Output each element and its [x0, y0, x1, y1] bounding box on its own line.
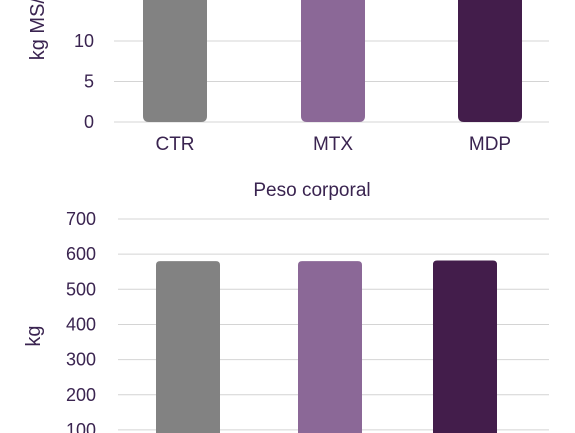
top-bar-ctr [143, 0, 207, 122]
bottom-y-tick-label: 200 [66, 385, 96, 405]
top-chart-categories: CTR MTX MDP [155, 134, 511, 155]
bottom-chart-y-ticks: 100 200 300 400 500 600 700 [66, 209, 96, 433]
dry-matter-intake-chart: 0 5 10 CTR MTX MDP kg MS/ [27, 0, 549, 155]
bottom-y-tick-label: 400 [66, 314, 96, 334]
bottom-bar-ctr [156, 261, 220, 433]
top-y-tick-label: 10 [74, 31, 94, 51]
bottom-y-tick-label: 500 [66, 279, 96, 299]
bottom-bar-mtx [298, 261, 362, 433]
top-bar-mdp [458, 0, 522, 122]
body-weight-chart: Peso corporal 100 200 300 400 500 600 700 kg [23, 180, 549, 433]
bottom-chart-y-axis-label: kg [23, 325, 45, 346]
bottom-y-tick-label: 300 [66, 350, 96, 370]
bottom-y-tick-label: 600 [66, 244, 96, 264]
top-y-tick-label: 5 [84, 72, 94, 92]
bottom-chart-bars [156, 260, 497, 433]
top-category-label: CTR [155, 134, 194, 155]
bottom-y-tick-label: 700 [66, 209, 96, 229]
top-chart-bars [143, 0, 522, 122]
top-chart-y-ticks: 0 5 10 [74, 31, 94, 132]
top-category-label: MDP [469, 134, 511, 155]
bottom-bar-mdp [433, 260, 497, 433]
top-bar-mtx [301, 0, 365, 122]
bottom-y-tick-label: 100 [66, 420, 96, 433]
bottom-chart-title: Peso corporal [253, 180, 370, 201]
top-y-tick-label: 0 [84, 112, 94, 132]
top-chart-y-axis-label: kg MS/ [27, 0, 49, 60]
top-category-label: MTX [313, 134, 353, 155]
